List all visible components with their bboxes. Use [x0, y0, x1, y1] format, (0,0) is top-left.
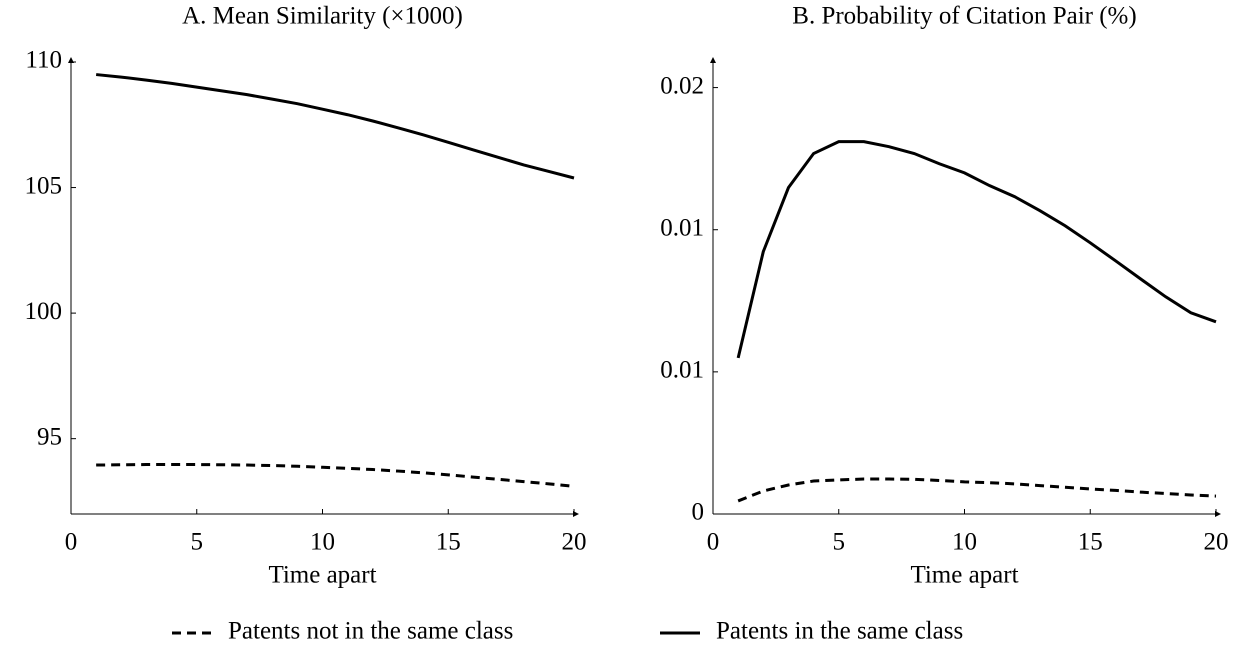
x-axis-label: Time apart [910, 562, 1018, 589]
y-tick-label: 0.01 [660, 214, 704, 241]
x-tick-label: 15 [436, 529, 461, 556]
legend-label: Patents not in the same class [228, 618, 513, 645]
x-tick-label: 0 [707, 529, 720, 556]
y-tick-label: 105 [25, 172, 63, 199]
x-tick-label: 10 [952, 529, 977, 556]
series-line [736, 140, 1217, 359]
x-tick-label: 0 [65, 529, 78, 556]
chart-title: A. Mean Similarity (×1000) [182, 3, 463, 30]
y-tick-label: 0.01 [660, 357, 704, 384]
series-line [96, 73, 575, 180]
y-tick-label: 100 [25, 298, 63, 325]
y-tick-label: 95 [37, 423, 62, 450]
x-tick-label: 20 [562, 529, 587, 556]
x-tick-label: 5 [191, 529, 204, 556]
x-tick-label: 20 [1204, 529, 1229, 556]
y-tick-label: 110 [25, 47, 62, 74]
legend: Patents not in the same class Patents in… [228, 618, 963, 645]
y-axis-arrow [710, 57, 716, 63]
legend-label: Patents in the same class [716, 618, 963, 645]
x-axis-label: Time apart [268, 562, 376, 589]
y-tick-label: 0 [692, 499, 705, 526]
series-line [96, 463, 575, 488]
x-tick-label: 5 [833, 529, 846, 556]
y-tick-label: 0.02 [660, 72, 704, 99]
series-line [737, 477, 1217, 503]
chart-title: B. Probability of Citation Pair (%) [792, 3, 1136, 30]
x-tick-label: 15 [1078, 529, 1103, 556]
x-tick-label: 10 [310, 529, 335, 556]
